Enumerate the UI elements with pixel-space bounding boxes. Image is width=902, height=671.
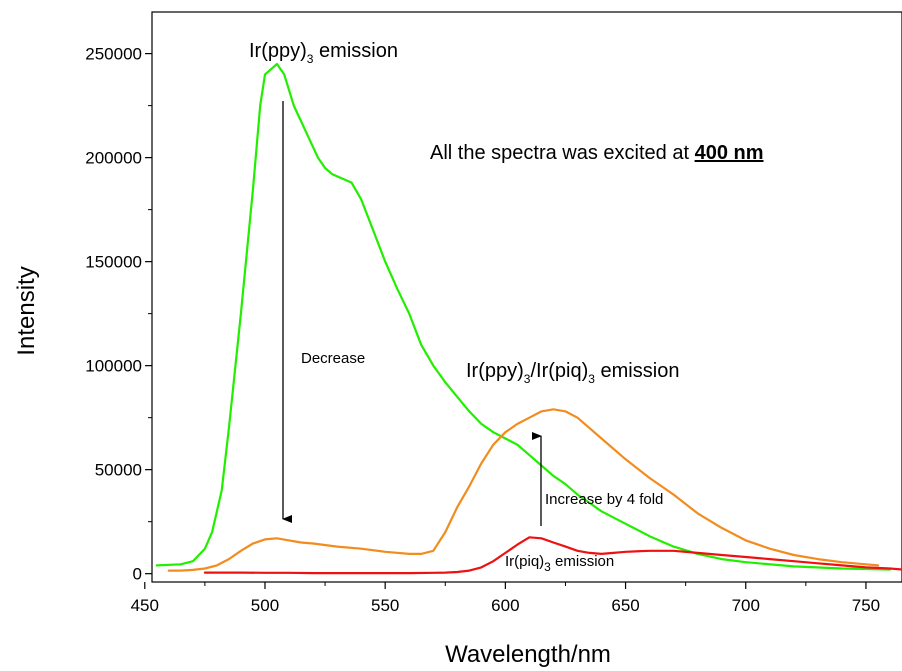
plot-frame [151,11,902,583]
orange-series-line [167,408,880,572]
x-tick-label: 550 [371,596,399,615]
decrease-label: Decrease [301,350,365,367]
x-axis-title: Wavelength/nm [445,641,611,668]
excitation-note: All the spectra was excited at 400 nm [430,142,764,164]
y-axis-ticks: 0 50000 100000 150000 200000 250000 [85,45,152,584]
red-series-line [203,536,902,575]
y-tick-label: 100000 [85,357,142,376]
x-tick-label: 600 [491,596,519,615]
mixed-emission-label: Ir(ppy)3/Ir(piq)3 emission [466,360,679,386]
ppy-emission-label: Ir(ppy)3 emission [249,40,398,66]
y-axis-title: Intensity [13,266,40,355]
x-tick-label: 750 [852,596,880,615]
y-tick-label: 50000 [95,461,142,480]
y-tick-label: 0 [133,565,142,584]
series-layer [155,62,902,575]
x-tick-label: 650 [611,596,639,615]
x-tick-label: 500 [251,596,279,615]
x-tick-label: 450 [131,596,159,615]
y-tick-label: 150000 [85,253,142,272]
y-tick-label: 200000 [85,149,142,168]
green-series-line [155,62,892,571]
piq-emission-label: Ir(piq)3 emission [505,553,614,574]
y-tick-label: 250000 [85,45,142,64]
x-tick-label: 700 [732,596,760,615]
increase-label: Increase by 4 fold [545,491,663,508]
x-axis-ticks: 450 500 550 600 650 700 750 [131,582,880,615]
